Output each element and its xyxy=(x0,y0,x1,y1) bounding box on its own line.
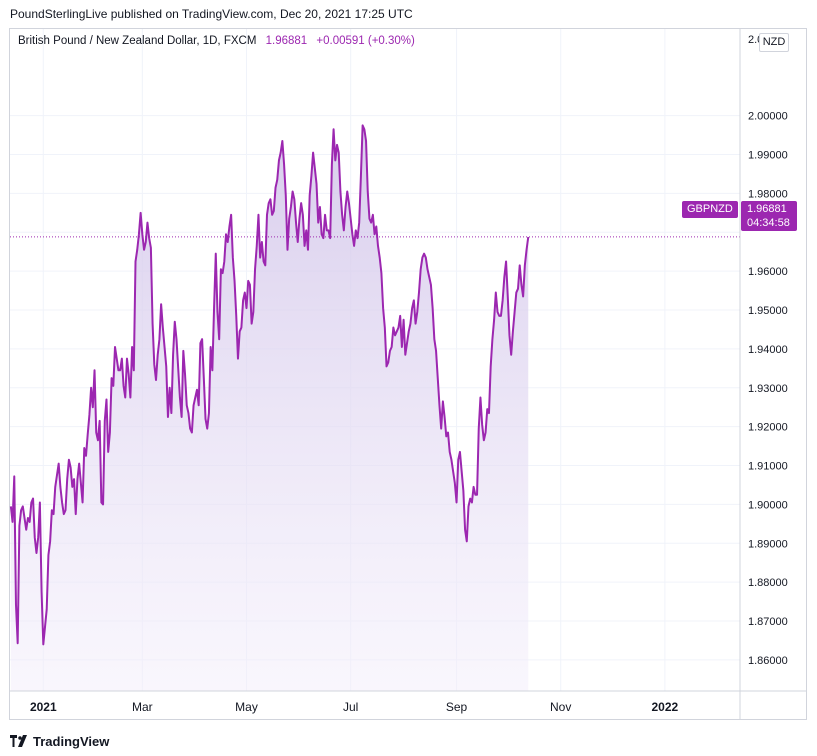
symbol-tag: GBPNZD xyxy=(682,201,738,218)
currency-label[interactable]: NZD xyxy=(759,33,789,52)
x-tick-label: Nov xyxy=(550,700,571,714)
x-axis: 2021 Mar May Jul Sep Nov 2022 xyxy=(30,700,679,714)
x-tick-label: 2021 xyxy=(30,700,57,714)
x-tick-label: Mar xyxy=(132,700,153,714)
price-line xyxy=(9,124,530,646)
last-price-value: 1.96881 xyxy=(747,203,787,215)
x-tick-label: Jul xyxy=(343,700,358,714)
y-tick-label: 1.96000 xyxy=(748,266,788,278)
publish-info: PoundSterlingLive published on TradingVi… xyxy=(10,7,413,21)
tradingview-logo-icon xyxy=(10,735,27,747)
x-tick-label: May xyxy=(235,700,258,714)
y-axis: 1.86000 1.87000 1.88000 1.89000 1.90000 1.910… xyxy=(748,34,788,667)
bar-countdown: 04:34:58 xyxy=(747,217,790,229)
y-tick-label: 1.98000 xyxy=(748,188,788,200)
tradingview-footer[interactable]: TradingView xyxy=(10,731,109,751)
x-tick-label: Sep xyxy=(446,700,468,714)
y-tick-label: 1.94000 xyxy=(748,344,788,356)
y-tick-label: 1.86000 xyxy=(748,655,788,667)
y-tick-label: 1.87000 xyxy=(748,616,788,628)
legend-symbol: British Pound / New Zealand Dollar, 1D, … xyxy=(18,35,257,47)
legend-value: 1.96881 xyxy=(265,35,308,47)
legend-change: +0.00591 (+0.30%) xyxy=(316,35,415,47)
y-tick-label: 1.89000 xyxy=(748,538,788,550)
y-tick-label: 1.88000 xyxy=(748,577,788,589)
chart-legend: British Pound / New Zealand Dollar, 1D, … xyxy=(18,35,415,47)
x-tick-label: 2022 xyxy=(652,700,679,714)
footer-brand: TradingView xyxy=(33,733,110,749)
y-tick-label: 1.99000 xyxy=(748,150,788,162)
y-tick-label: 1.92000 xyxy=(748,422,788,434)
y-tick-label: 2.00000 xyxy=(748,111,788,123)
y-tick-label: 1.90000 xyxy=(748,499,788,511)
price-area-fill xyxy=(10,125,529,691)
y-tick-label: 1.93000 xyxy=(748,383,788,395)
y-tick-label: 1.91000 xyxy=(748,461,788,473)
last-price-tag: 1.96881 04:34:58 xyxy=(741,201,797,231)
y-tick-label: 1.95000 xyxy=(748,305,788,317)
